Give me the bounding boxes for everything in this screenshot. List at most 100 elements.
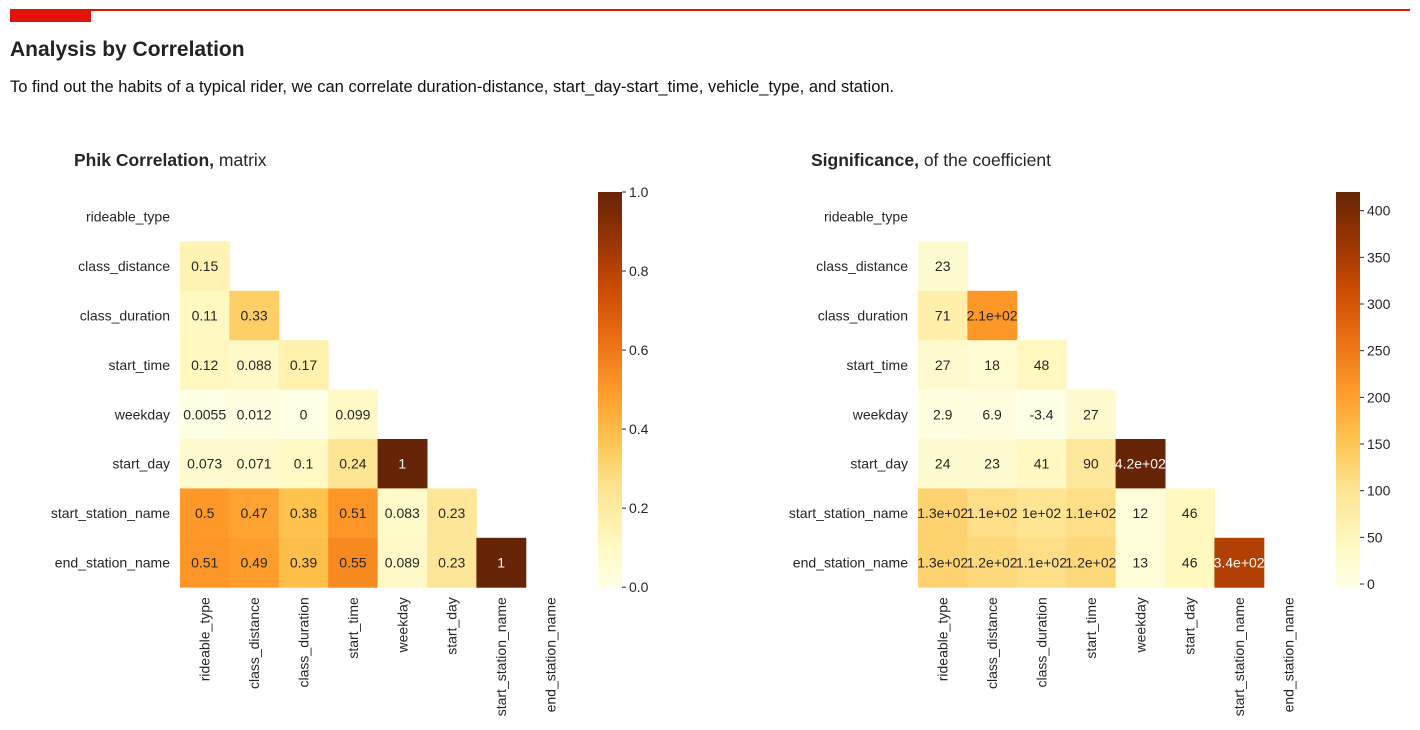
cell-value-label: 1.1e+02 [1065,505,1116,521]
colorbar-tick-label: 100 [1367,483,1391,499]
cell-value-label: 0.17 [290,357,317,373]
y-tick-label: start_day [850,456,908,472]
heatmap-cell [1165,537,1215,588]
heatmap-cell [328,389,379,440]
cell-value-label: 46 [1182,555,1198,571]
y-tick-label: end_station_name [793,555,908,571]
cell-value-label: 0.089 [385,555,420,571]
heatmap-cell [918,340,968,391]
cell-value-label: 0.0055 [183,406,226,422]
cell-value-label: 41 [1034,456,1050,472]
cell-value-label: 0.38 [290,505,317,521]
heatmap-cell [180,537,230,588]
heatmap-cell [1115,537,1166,588]
cell-value-label: 0.1 [294,456,314,472]
heatmap-cell [229,439,280,489]
heatmap-cell [377,439,428,489]
cell-value-label: 0 [300,406,308,422]
page-title: Analysis by Correlation [10,38,245,61]
x-tick-label: class_distance [246,597,262,689]
cell-value-label: 1.1e+02 [1016,555,1067,571]
cell-value-label: 1.3e+02 [917,555,968,571]
cell-value-label: 0.12 [191,357,218,373]
cell-value-label: 0.15 [191,258,218,274]
x-tick-label: end_station_name [1281,597,1297,712]
cell-value-label: 48 [1034,357,1050,373]
cell-value-label: 23 [935,258,951,274]
heatmap-cell [377,488,428,539]
cell-value-label: 71 [935,308,951,324]
heatmap-cell [967,290,1018,341]
cell-value-label: 0.083 [385,505,420,521]
heatmap-cell [1066,389,1117,440]
cell-value-label: 1.2e+02 [967,555,1018,571]
cell-value-label: 0.071 [237,456,272,472]
heatmap-cell [427,488,477,539]
cell-value-label: 1e+02 [1022,505,1062,521]
heatmap-cell [180,389,230,440]
heatmap-cell [180,290,230,341]
cell-value-label: 13 [1133,555,1149,571]
colorbar-tick-label: 0.4 [629,421,649,437]
heatmap-cell [180,241,230,292]
cell-value-label: 90 [1083,456,1099,472]
heatmap-cell [328,537,379,588]
heatmap-cell [1016,537,1067,588]
x-tick-label: start_day [444,597,460,655]
cell-value-label: 46 [1182,505,1198,521]
cell-value-label: 0.55 [339,555,366,571]
top-accent-bar [10,9,91,22]
cell-value-label: 0.47 [240,505,267,521]
x-tick-label: class_duration [1034,597,1050,687]
heatmap-cell [918,389,968,440]
cell-value-label: 0.39 [290,555,317,571]
colorbar-tick-label: 0 [1367,576,1375,592]
x-tick-label: rideable_type [197,597,213,681]
heatmap-cell [229,290,280,341]
heatmap-cell [278,389,329,440]
heatmap-cell [278,537,329,588]
x-tick-label: start_station_name [493,597,509,716]
y-tick-label: rideable_type [86,209,170,225]
y-tick-label: start_time [109,357,171,373]
colorbar-tick-label: 0.2 [629,500,649,516]
cell-value-label: 4.2e+02 [1115,456,1166,472]
top-accent-line [10,9,1410,11]
y-tick-label: start_time [847,357,909,373]
heatmap-cell [180,439,230,489]
x-tick-label: rideable_type [935,597,951,681]
cell-value-label: 2.9 [933,406,953,422]
x-tick-label: start_station_name [1231,597,1247,716]
heatmap-cell [918,488,968,539]
y-tick-label: class_distance [816,258,908,274]
heatmap-cell [967,488,1018,539]
heatmap-cell [1016,488,1067,539]
cell-value-label: 1.3e+02 [917,505,968,521]
heatmap-cell [967,340,1018,391]
heatmap-cell [229,537,280,588]
heatmap-cell [918,241,968,292]
cell-value-label: 2.1e+02 [967,308,1018,324]
colorbar-tick-label: 150 [1367,436,1391,452]
heatmap-cell [1214,537,1265,588]
colorbar-tick-label: 250 [1367,343,1391,359]
y-tick-label: start_day [112,456,170,472]
heatmap-cell [1066,439,1117,489]
y-tick-label: class_distance [78,258,170,274]
cell-value-label: 0.24 [339,456,366,472]
y-tick-label: weekday [114,406,170,422]
cell-value-label: 3.4e+02 [1214,555,1265,571]
x-tick-label: class_distance [984,597,1000,689]
colorbar-tick-label: 200 [1367,389,1391,405]
x-tick-label: start_time [1083,597,1099,659]
heatmap-cell [427,537,477,588]
cell-value-label: 27 [1083,406,1099,422]
y-tick-label: start_station_name [789,505,908,521]
cell-value-label: -3.4 [1029,406,1053,422]
cell-value-label: 0.099 [335,406,370,422]
cell-value-label: 0.088 [237,357,272,373]
cell-value-label: 0.23 [438,505,465,521]
cell-value-label: 0.11 [192,308,218,324]
cell-value-label: 12 [1133,505,1149,521]
colorbar-tick-label: 0.6 [629,342,649,358]
